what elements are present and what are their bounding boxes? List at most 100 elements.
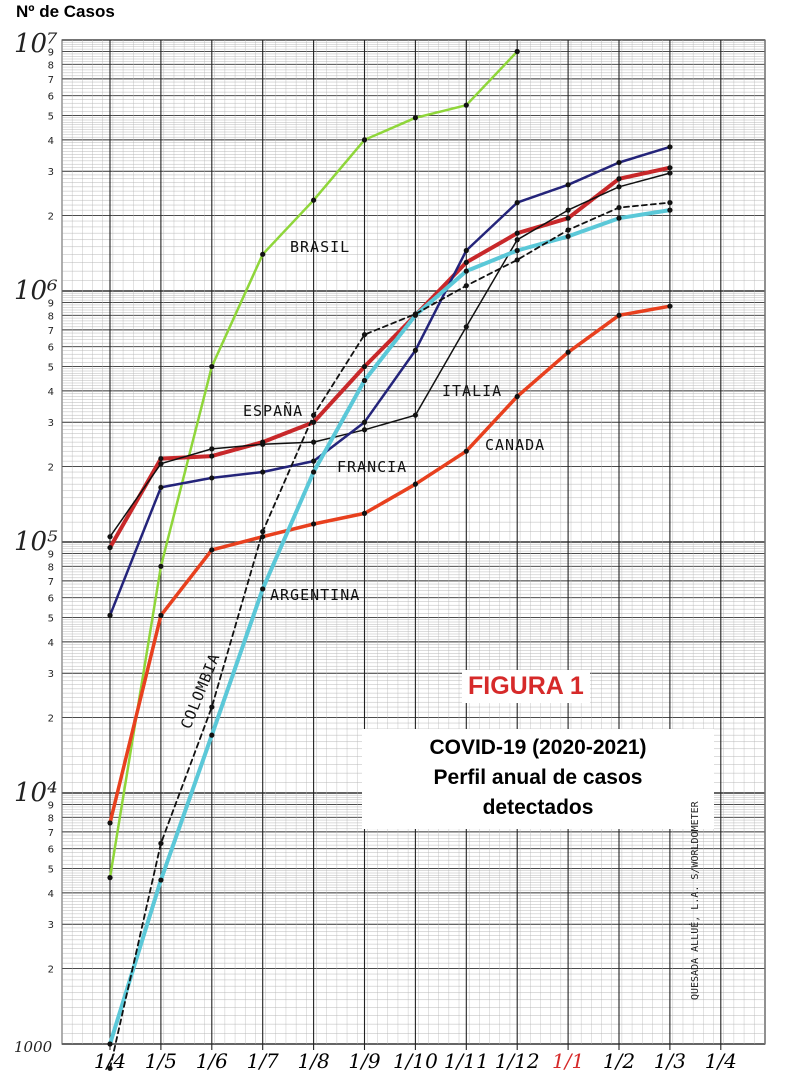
- y-tick-label-minor: 9: [48, 47, 54, 58]
- data-point-argentina: [209, 732, 215, 738]
- data-point-colombia: [565, 227, 571, 233]
- data-point-brasil: [158, 563, 164, 569]
- data-point-italia: [616, 184, 622, 190]
- data-point-colombia: [209, 704, 215, 710]
- data-point-francia: [361, 419, 368, 425]
- y-tick-label-minor: 5: [48, 363, 54, 374]
- data-point-brasil: [463, 102, 469, 108]
- y-tick-label-minor: 8: [48, 311, 54, 322]
- data-point-argentina: [667, 207, 673, 213]
- data-point-españa: [158, 455, 164, 462]
- x-tick-label: 1/3: [654, 1049, 686, 1073]
- x-tick-label: 1/8: [298, 1049, 330, 1073]
- data-point-francia: [463, 247, 469, 254]
- data-point-brasil: [361, 137, 368, 143]
- y-tick-label-minor: 3: [48, 418, 54, 429]
- data-point-canada: [616, 312, 622, 318]
- data-point-colombia: [107, 1065, 113, 1071]
- x-tick-labels: 1/4 1/5 1/6 1/7 1/8 1/9 1/10 1/11 1/12 1/1 1/2 1/3 1…: [94, 1049, 737, 1073]
- series-line-colombia: [109, 201, 671, 1070]
- data-point-canada: [667, 303, 673, 309]
- data-point-brasil: [514, 48, 520, 55]
- title-line-1: COVID-19 (2020-2021): [429, 736, 647, 759]
- data-point-argentina: [107, 1041, 113, 1047]
- data-point-españa: [209, 453, 215, 459]
- y-tick-label-minor: 3: [48, 920, 54, 931]
- data-point-francia: [209, 475, 215, 481]
- y-tick-label-minor: 9: [48, 298, 54, 309]
- y-tick-label-minor: 7: [48, 75, 54, 86]
- x-tick-label: 1/5: [145, 1049, 177, 1073]
- y-tick-label-minor: 6: [48, 845, 54, 856]
- y-tick-label-minor: 9: [48, 549, 54, 560]
- y-tick-label-minor: 2: [48, 211, 54, 222]
- data-point-italia: [514, 237, 520, 243]
- y-tick-label-major: 10⁷: [14, 29, 58, 59]
- y-tick-label-major: 1000: [14, 1038, 53, 1056]
- y-tick-label-minor: 6: [48, 92, 54, 103]
- data-point-brasil: [107, 875, 113, 881]
- annotation-canada: CANADA: [485, 436, 545, 454]
- data-point-españa: [616, 176, 622, 182]
- data-point-españa: [311, 419, 317, 425]
- annotation-brasil: BRASIL: [290, 238, 350, 256]
- y-tick-label-minor: 7: [48, 326, 54, 337]
- figure-label: FIGURA 1: [462, 670, 590, 703]
- x-tick-label: 1/6: [196, 1049, 228, 1073]
- data-point-canada: [463, 448, 469, 454]
- annotation-italia: ITALIA: [442, 382, 502, 400]
- annotation-francia: FRANCIA: [337, 458, 407, 476]
- data-point-españa: [361, 363, 368, 370]
- data-point-italia: [158, 461, 164, 467]
- title-line-3: detectados: [482, 796, 594, 819]
- data-point-francia: [311, 458, 317, 464]
- data-point-argentina: [463, 268, 469, 274]
- data-point-colombia: [412, 311, 418, 317]
- data-point-italia: [463, 324, 469, 330]
- data-point-colombia: [311, 412, 317, 418]
- data-point-francia: [412, 347, 418, 353]
- x-tick-label: 1/11: [444, 1049, 489, 1073]
- x-tick-label: 1/4: [705, 1049, 737, 1073]
- data-point-españa: [667, 165, 673, 171]
- y-tick-label-minor: 9: [48, 800, 54, 811]
- y-tick-label-major: 10⁵: [14, 527, 58, 557]
- data-point-argentina: [361, 377, 368, 384]
- x-tick-label: 1/9: [348, 1049, 380, 1073]
- data-point-francia: [565, 182, 571, 188]
- series-line-francia: [108, 145, 672, 617]
- y-tick-label-minor: 4: [48, 889, 54, 900]
- data-point-italia: [107, 534, 113, 540]
- data-point-colombia: [616, 204, 622, 211]
- data-point-canada: [311, 521, 317, 527]
- y-tick-label-minor: 6: [48, 343, 54, 354]
- y-tick-label-minor: 7: [48, 577, 54, 588]
- data-point-españa: [107, 544, 113, 551]
- data-point-italia: [260, 441, 266, 447]
- data-point-brasil: [209, 363, 215, 370]
- x-tick-label: 1/2: [603, 1049, 635, 1073]
- data-point-argentina: [565, 233, 571, 240]
- y-tick-label-major: 10⁶: [14, 276, 58, 306]
- data-point-francia: [158, 484, 164, 491]
- data-point-italia: [412, 412, 418, 418]
- data-point-italia: [361, 427, 368, 433]
- y-tick-label-minor: 8: [48, 813, 54, 824]
- y-tick-labels: 10002345678910⁴2345678910⁵2345678910⁶234…: [14, 29, 58, 1056]
- data-point-brasil: [311, 197, 317, 203]
- y-tick-label-minor: 4: [48, 136, 54, 147]
- annotation-españa: ESPAÑA: [243, 401, 303, 420]
- data-point-argentina: [260, 586, 266, 592]
- y-tick-label-minor: 4: [48, 638, 54, 649]
- data-point-francia: [260, 469, 266, 475]
- y-tick-label-major: 10⁴: [14, 778, 58, 808]
- data-point-francia: [616, 159, 622, 166]
- y-tick-label-minor: 5: [48, 614, 54, 625]
- data-point-italia: [667, 170, 673, 176]
- y-tick-label-minor: 3: [48, 167, 54, 178]
- y-tick-label-minor: 7: [48, 828, 54, 839]
- y-tick-label-minor: 5: [48, 865, 54, 876]
- x-tick-label: 1/10: [393, 1049, 438, 1073]
- y-tick-label-minor: 2: [48, 462, 54, 473]
- data-point-argentina: [158, 877, 164, 883]
